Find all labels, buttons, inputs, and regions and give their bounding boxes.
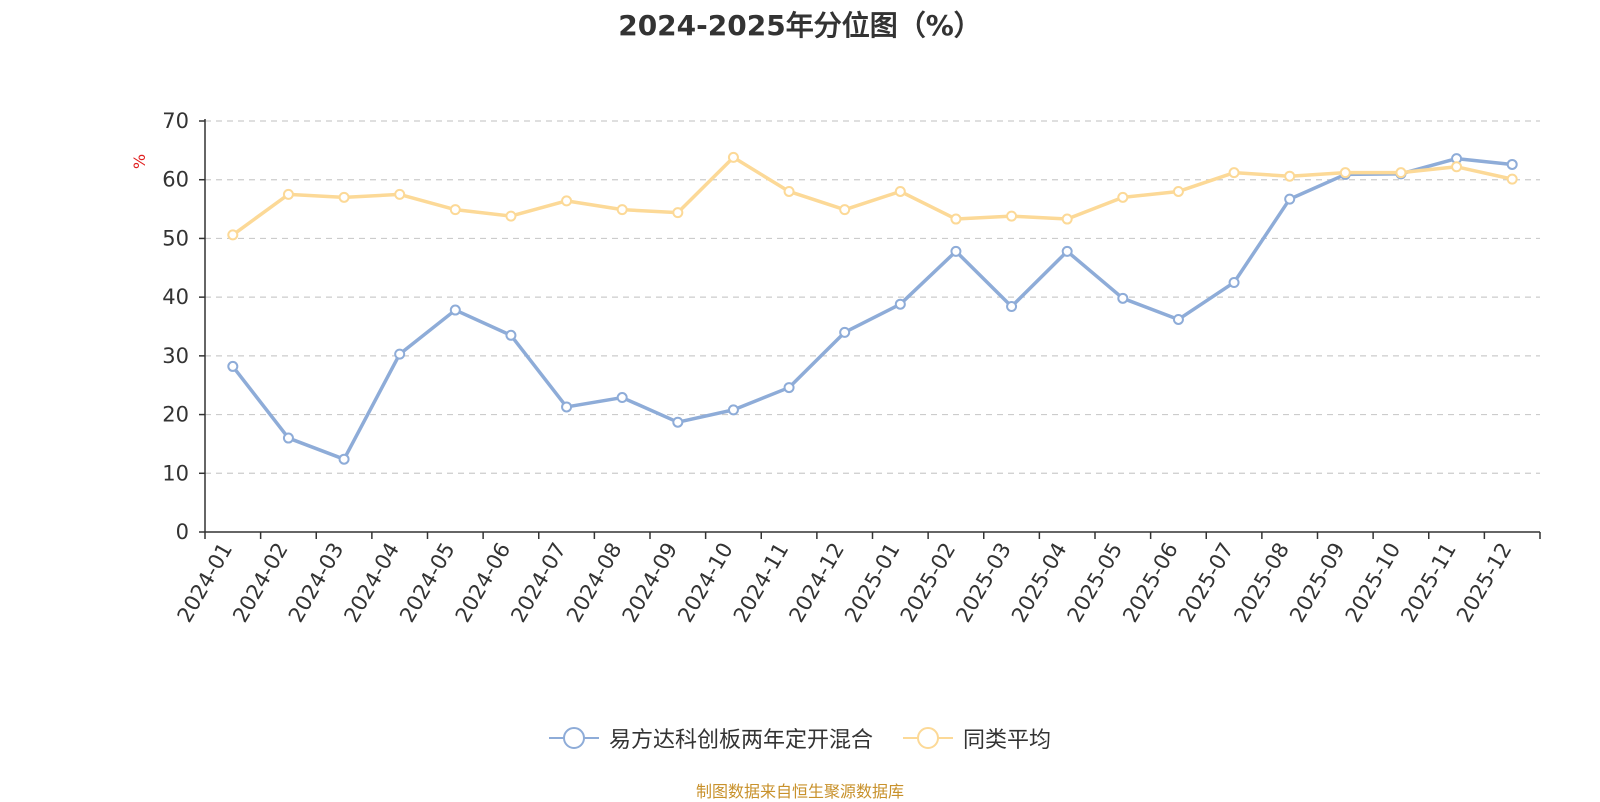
data-point [1006, 301, 1018, 313]
data-point [1006, 210, 1018, 222]
data-point [394, 188, 406, 200]
data-point [839, 204, 851, 216]
y-tick-label: 40 [162, 285, 189, 309]
data-point [1172, 185, 1184, 197]
x-tick-label: 2024-07 [506, 539, 571, 627]
data-point [1061, 213, 1073, 225]
y-tick-label: 60 [162, 168, 189, 192]
grid-lines [205, 120, 1540, 474]
data-point [894, 185, 906, 197]
data-point [338, 453, 350, 465]
data-point [1117, 292, 1129, 304]
x-tick-label: 2024-06 [451, 539, 516, 627]
x-tick-label: 2024-03 [284, 539, 349, 627]
data-point [894, 298, 906, 310]
data-point [1339, 167, 1351, 179]
data-point [1061, 245, 1073, 257]
series-lines [227, 151, 1518, 465]
y-tick-label: 30 [162, 344, 189, 368]
x-tick-label: 2025-12 [1452, 539, 1517, 627]
x-tick-label: 2025-06 [1118, 539, 1183, 627]
x-tick-label: 2025-01 [840, 539, 905, 627]
data-point [561, 195, 573, 207]
data-point [672, 416, 684, 428]
data-point [1228, 167, 1240, 179]
data-point [505, 210, 517, 222]
data-point [727, 404, 739, 416]
x-tick-label: 2025-09 [1285, 539, 1350, 627]
data-point [449, 304, 461, 316]
data-point [1506, 158, 1518, 170]
x-tick-label: 2025-05 [1062, 539, 1127, 627]
x-tick-label: 2025-03 [951, 539, 1016, 627]
data-point [338, 191, 350, 203]
x-tick-label: 2025-11 [1396, 539, 1461, 627]
x-tick-label: 2024-09 [617, 539, 682, 627]
x-tick-label: 2024-11 [729, 539, 794, 627]
axes: 0102030405060702024-012024-022024-032024… [162, 109, 1541, 627]
data-point [1284, 193, 1296, 205]
data-point [727, 151, 739, 163]
data-point [227, 229, 239, 241]
x-tick-label: 2024-12 [784, 539, 849, 627]
y-tick-label: 10 [162, 461, 189, 485]
legend-swatch-icon [548, 727, 599, 749]
y-tick-label: 50 [162, 226, 189, 250]
x-tick-label: 2024-08 [562, 539, 627, 627]
x-tick-label: 2024-10 [673, 539, 738, 627]
y-tick-label: 70 [162, 109, 189, 133]
y-tick-label: 20 [162, 403, 189, 427]
data-point [505, 329, 517, 341]
data-point [227, 360, 239, 372]
x-tick-label: 2024-01 [172, 539, 237, 627]
legend-swatch-icon [903, 727, 953, 749]
legend-item-1[interactable]: 易方达科创板两年定开混合 [548, 722, 873, 754]
legend: 易方达科创板两年定开混合 同类平均 [0, 722, 1600, 754]
series-line-2 [231, 155, 1514, 237]
data-point [1284, 170, 1296, 182]
data-point [1117, 191, 1129, 203]
data-point [839, 326, 851, 338]
x-tick-label: 2025-07 [1174, 539, 1239, 627]
chart-title: 2024-2025年分位图（%） [618, 9, 982, 42]
data-point [783, 382, 795, 394]
data-point [1506, 173, 1518, 185]
series-line-1 [231, 156, 1514, 461]
y-tick-label: 0 [176, 520, 189, 544]
data-point [282, 432, 294, 444]
x-tick-label: 2025-04 [1007, 539, 1072, 627]
x-tick-label: 2025-08 [1229, 539, 1294, 627]
x-tick-label: 2024-05 [395, 539, 460, 627]
data-point [950, 245, 962, 257]
legend-label: 易方达科创板两年定开混合 [608, 728, 873, 753]
x-tick-label: 2024-04 [339, 539, 404, 627]
data-point [616, 392, 628, 404]
data-point [1395, 167, 1407, 179]
x-tick-label: 2025-02 [896, 539, 961, 627]
data-point [1451, 161, 1463, 173]
legend-label: 同类平均 [963, 728, 1052, 753]
data-point [282, 188, 294, 200]
x-tick-label: 2025-10 [1341, 539, 1406, 627]
data-point [1228, 276, 1240, 288]
source-note: 制图数据来自恒生聚源数据库 [695, 782, 904, 801]
legend-item-2[interactable]: 同类平均 [903, 722, 1051, 754]
data-point [783, 185, 795, 197]
data-point [394, 348, 406, 360]
data-point [672, 207, 684, 219]
data-point [449, 204, 461, 216]
data-point [616, 204, 628, 216]
data-point [561, 401, 573, 413]
data-point [950, 213, 962, 225]
x-tick-label: 2024-02 [228, 539, 293, 627]
data-point [1172, 313, 1184, 325]
